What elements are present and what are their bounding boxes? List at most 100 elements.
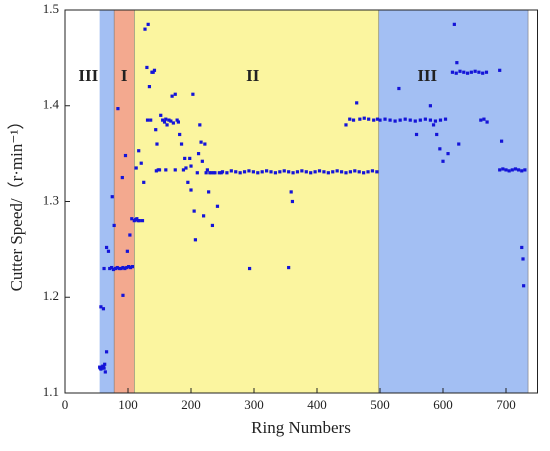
- point: [178, 132, 182, 137]
- region: [378, 10, 529, 393]
- y-tick-label: 1.5: [43, 1, 59, 16]
- point: [501, 167, 505, 171]
- point: [441, 159, 445, 163]
- point: [167, 118, 171, 122]
- point: [351, 118, 356, 122]
- point: [115, 265, 119, 270]
- point: [116, 107, 120, 111]
- x-tick-label: 500: [370, 397, 390, 412]
- point: [217, 171, 221, 175]
- point: [176, 120, 180, 124]
- point: [375, 170, 379, 174]
- point: [481, 71, 485, 75]
- point: [269, 170, 273, 174]
- point: [498, 168, 502, 172]
- point: [313, 170, 317, 174]
- point: [428, 118, 432, 122]
- point: [287, 265, 291, 270]
- point: [452, 22, 456, 26]
- point: [287, 170, 291, 174]
- point: [428, 104, 432, 108]
- point: [418, 118, 422, 122]
- x-tick-label: 400: [307, 397, 327, 412]
- point: [154, 169, 158, 173]
- point: [207, 190, 211, 194]
- point: [181, 168, 186, 172]
- point: [455, 61, 459, 65]
- point: [189, 164, 193, 168]
- point: [193, 238, 198, 242]
- point: [446, 152, 450, 156]
- point: [106, 249, 111, 253]
- point: [282, 169, 286, 173]
- y-tick-label: 1.3: [43, 192, 59, 207]
- point: [462, 70, 466, 74]
- point: [220, 170, 225, 174]
- point: [145, 65, 149, 70]
- point: [121, 265, 125, 270]
- point: [398, 118, 402, 122]
- x-tick-label: 600: [433, 397, 453, 412]
- point: [173, 92, 177, 96]
- point: [498, 68, 502, 72]
- point: [370, 169, 375, 173]
- point: [184, 166, 188, 170]
- point: [300, 169, 304, 173]
- point: [205, 168, 209, 172]
- x-tick-label: 300: [244, 397, 264, 412]
- point: [242, 170, 247, 174]
- point: [135, 217, 139, 221]
- point: [198, 123, 202, 127]
- point: [403, 117, 407, 121]
- point: [331, 170, 335, 174]
- point: [130, 217, 134, 221]
- point: [159, 113, 163, 117]
- point: [145, 118, 150, 122]
- point: [108, 266, 112, 271]
- point: [473, 69, 477, 73]
- point: [104, 245, 109, 250]
- point: [510, 168, 514, 172]
- point: [123, 266, 127, 271]
- point: [169, 119, 173, 123]
- point: [102, 266, 106, 271]
- point: [291, 171, 295, 175]
- point: [375, 117, 380, 121]
- point: [458, 69, 462, 73]
- point: [137, 219, 141, 223]
- point: [173, 168, 177, 172]
- point: [357, 170, 361, 174]
- point: [520, 245, 524, 250]
- point: [103, 370, 107, 374]
- point: [186, 180, 190, 184]
- point: [326, 171, 330, 175]
- point: [140, 219, 145, 223]
- point: [522, 284, 526, 288]
- x-tick-label: 0: [62, 397, 69, 412]
- point: [507, 169, 511, 173]
- point: [147, 85, 152, 89]
- point: [171, 121, 175, 125]
- point: [195, 171, 199, 175]
- point: [499, 139, 504, 143]
- x-tick-label: 700: [496, 397, 516, 412]
- point: [143, 27, 147, 31]
- point: [413, 119, 417, 123]
- point: [469, 70, 473, 74]
- point: [484, 70, 489, 74]
- point: [309, 171, 313, 175]
- point: [438, 118, 443, 122]
- region-label: I: [121, 66, 128, 85]
- point: [290, 199, 295, 204]
- point: [344, 171, 348, 175]
- point: [189, 188, 193, 192]
- point: [130, 265, 135, 269]
- point: [134, 166, 138, 170]
- point: [202, 214, 206, 218]
- point: [247, 266, 252, 271]
- region-label: III: [78, 66, 98, 85]
- point: [393, 119, 397, 123]
- point: [454, 71, 458, 75]
- point: [113, 266, 117, 271]
